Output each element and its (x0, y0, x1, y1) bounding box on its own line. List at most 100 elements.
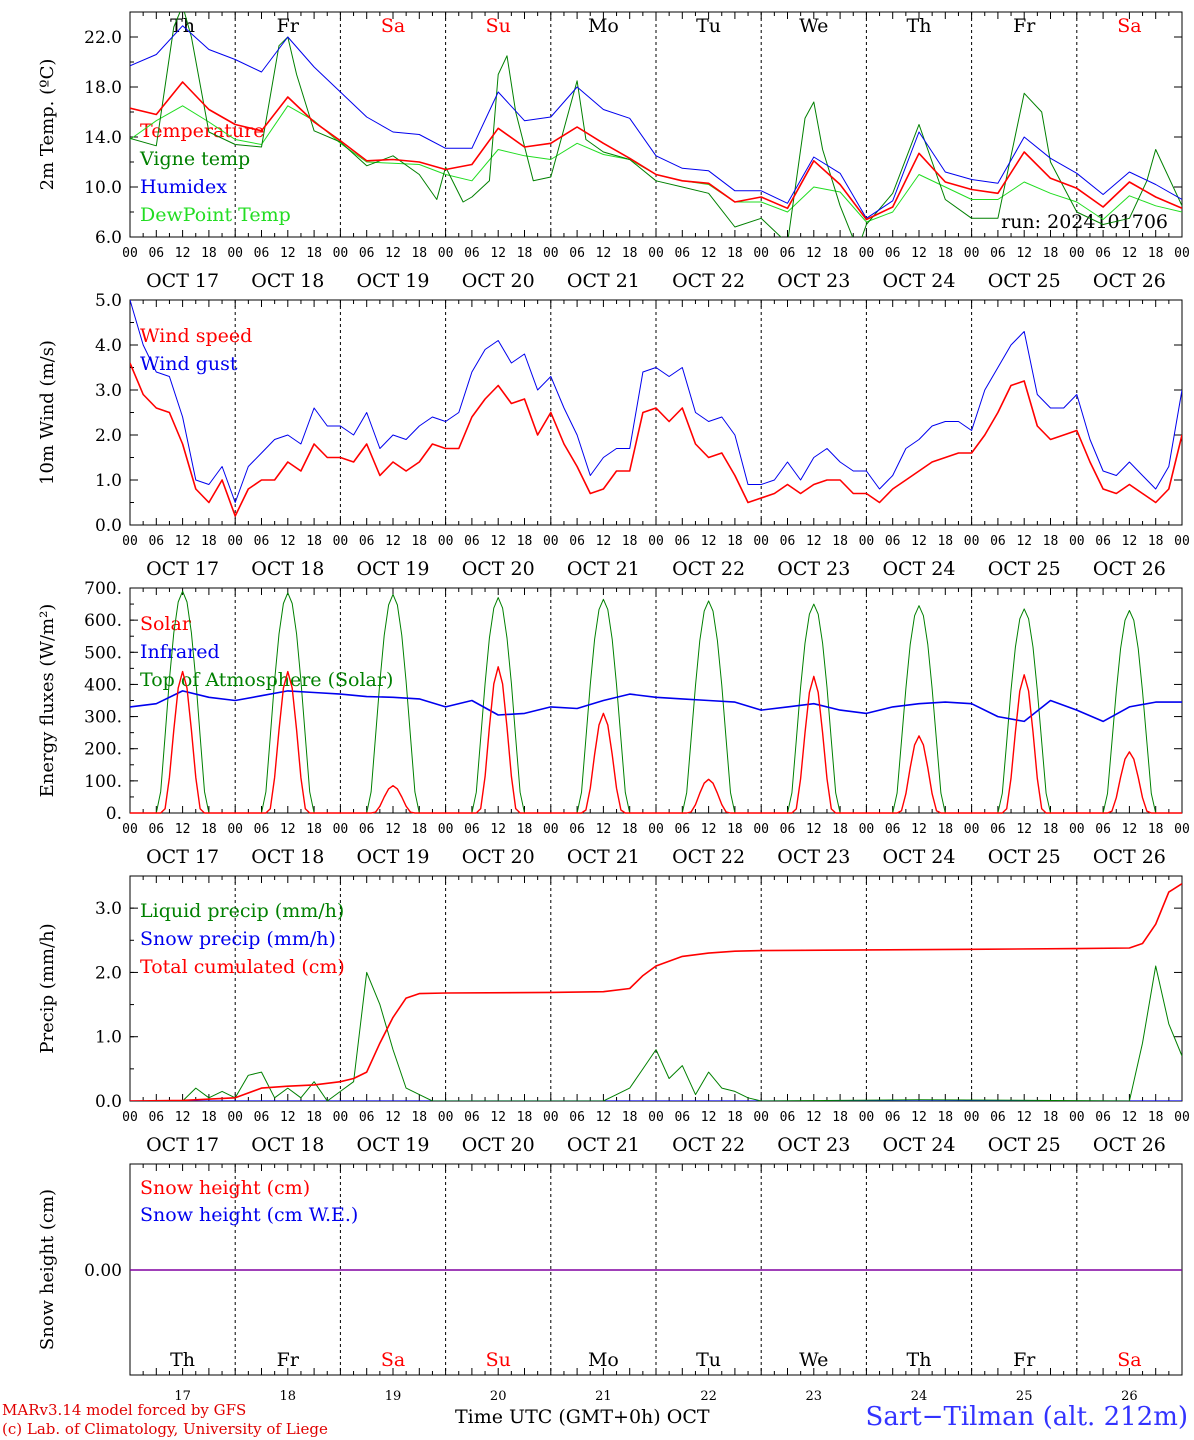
y-tick-label: 2.0 (95, 426, 122, 446)
y-tick-label: 600. (84, 611, 122, 631)
hour-tick-label: 06 (780, 822, 796, 837)
hour-tick-label: 06 (780, 246, 796, 261)
y-tick-label: 14.0 (84, 128, 122, 148)
hour-tick-label: 18 (727, 822, 743, 837)
date-label: OCT 19 (356, 846, 429, 868)
date-label: OCT 20 (462, 270, 535, 292)
hour-tick-label: 06 (148, 822, 164, 837)
total-cumulated-series-group (130, 883, 1182, 1101)
hour-tick-label: 00 (964, 822, 980, 837)
legend-entry: Wind gust (140, 353, 238, 375)
hour-tick-label: 18 (937, 822, 953, 837)
date-label: OCT 26 (1093, 558, 1166, 580)
hour-tick-label: 12 (175, 534, 191, 549)
vigne-temp-series (130, 12, 1182, 237)
hour-tick-label: 06 (148, 246, 164, 261)
y-tick-label: 2.0 (95, 963, 122, 983)
hour-tick-label: 00 (1174, 1110, 1190, 1125)
hour-tick-label: 06 (674, 246, 690, 261)
day-number: 23 (806, 1389, 823, 1404)
hour-tick-label: 12 (701, 1110, 717, 1125)
infrared-series-group (130, 690, 1182, 723)
hour-tick-label: 06 (885, 534, 901, 549)
hour-tick-label: 00 (1069, 822, 1085, 837)
day-number: 21 (595, 1389, 612, 1404)
station-name: Sart−Tilman (alt. 212m) (865, 1402, 1188, 1432)
y-tick-label: 0.0 (95, 516, 122, 536)
y-tick-label: 3.0 (95, 899, 122, 919)
hour-tick-label: 00 (1174, 246, 1190, 261)
hour-tick-label: 06 (990, 1110, 1006, 1125)
date-label: OCT 24 (882, 1134, 955, 1156)
hour-tick-label: 18 (937, 1110, 953, 1125)
hour-tick-label: 12 (1122, 1110, 1138, 1125)
hour-tick-label: 12 (806, 246, 822, 261)
hour-tick-label: 18 (1043, 1110, 1059, 1125)
date-label: OCT 23 (777, 558, 850, 580)
hour-tick-label: 18 (727, 534, 743, 549)
hour-tick-label: 00 (859, 246, 875, 261)
hour-tick-label: 18 (1043, 534, 1059, 549)
month-label: OCT (666, 1406, 710, 1428)
hour-tick-label: 00 (648, 246, 664, 261)
date-label: OCT 26 (1093, 1134, 1166, 1156)
hour-tick-label: 00 (859, 822, 875, 837)
hour-tick-label: 00 (543, 1110, 559, 1125)
day-name-bottom: Th (907, 1349, 932, 1371)
hour-tick-label: 06 (674, 534, 690, 549)
hour-tick-label: 06 (885, 246, 901, 261)
hour-tick-label: 12 (385, 1110, 401, 1125)
hour-tick-label: 18 (517, 246, 533, 261)
hour-tick-label: 12 (280, 1110, 296, 1125)
hour-tick-label: 18 (517, 1110, 533, 1125)
day-name-top: Su (486, 15, 511, 37)
time-axis-title: Time UTC (GMT+0h) OCT (455, 1406, 710, 1428)
hour-tick-label: 00 (543, 534, 559, 549)
date-label: OCT 22 (672, 1134, 745, 1156)
y-tick-label: 500. (84, 643, 122, 663)
hour-tick-label: 18 (1148, 246, 1164, 261)
hour-tick-label: 00 (753, 246, 769, 261)
legend-entry: Humidex (140, 176, 227, 198)
legend-entry: DewPoint Temp (140, 204, 291, 226)
hour-tick-label: 06 (569, 534, 585, 549)
model-credit: MARv3.14 model forced by GFS (2, 1401, 247, 1419)
day-name-bottom: We (799, 1349, 828, 1371)
hour-tick-label: 00 (964, 534, 980, 549)
hour-tick-label: 18 (1148, 822, 1164, 837)
hour-tick-label: 18 (201, 1110, 217, 1125)
day-number: 22 (700, 1389, 717, 1404)
time-axis-label: Time UTC (GMT+0h) (455, 1406, 661, 1428)
hour-tick-label: 00 (438, 534, 454, 549)
hour-tick-label: 12 (806, 1110, 822, 1125)
hour-tick-label: 06 (464, 822, 480, 837)
date-label: OCT 21 (567, 1134, 640, 1156)
hour-tick-label: 06 (990, 534, 1006, 549)
y-axis-label: Precip (mm/h) (37, 923, 58, 1053)
date-label: OCT 20 (462, 1134, 535, 1156)
hour-tick-label: 00 (438, 1110, 454, 1125)
run-label: run: 2024101706 (1001, 211, 1168, 233)
date-label: OCT 19 (356, 270, 429, 292)
hour-tick-label: 18 (937, 246, 953, 261)
hour-tick-label: 18 (622, 822, 638, 837)
date-label: OCT 25 (988, 558, 1061, 580)
day-number: 24 (911, 1389, 928, 1404)
hour-tick-label: 06 (254, 1110, 270, 1125)
date-label: OCT 23 (777, 1134, 850, 1156)
hour-tick-label: 18 (832, 1110, 848, 1125)
day-name-bottom: Mo (588, 1349, 619, 1371)
hour-tick-label: 06 (464, 246, 480, 261)
hour-tick-label: 06 (359, 246, 375, 261)
day-name-bottom: Th (170, 1349, 195, 1371)
legend-entry: Vigne temp (139, 148, 250, 170)
hour-tick-label: 18 (306, 822, 322, 837)
y-tick-label: 5.0 (95, 291, 122, 311)
hour-tick-label: 12 (385, 534, 401, 549)
hour-tick-label: 00 (753, 1110, 769, 1125)
infrared-series (130, 690, 1182, 723)
y-tick-label: 100. (84, 772, 122, 792)
hour-tick-label: 18 (727, 246, 743, 261)
day-name-top: Fr (277, 15, 300, 37)
temperature-series (130, 81, 1182, 221)
